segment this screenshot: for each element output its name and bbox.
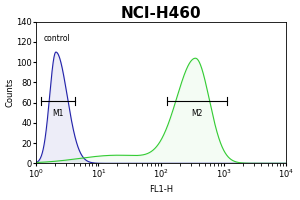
Text: M2: M2 (191, 109, 203, 118)
Text: control: control (44, 34, 71, 43)
X-axis label: FL1-H: FL1-H (149, 185, 173, 194)
Y-axis label: Counts: Counts (6, 78, 15, 107)
Title: NCI-H460: NCI-H460 (121, 6, 201, 21)
Text: M1: M1 (52, 109, 64, 118)
